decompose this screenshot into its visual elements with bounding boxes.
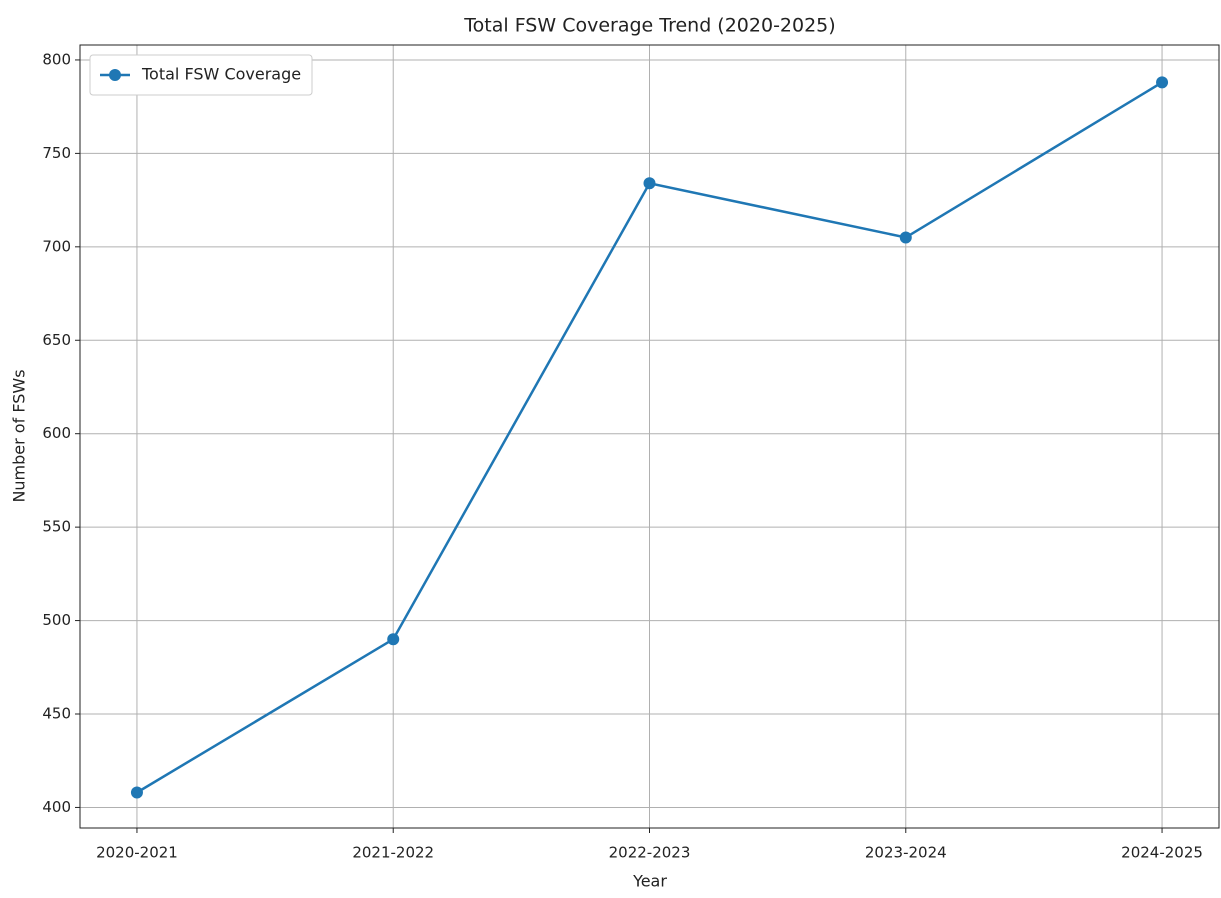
x-tick-label: 2024-2025 [1121, 844, 1203, 862]
chart-title: Total FSW Coverage Trend (2020-2025) [463, 15, 835, 37]
y-tick-label: 550 [42, 518, 71, 536]
legend-marker [109, 69, 121, 81]
y-tick-label: 700 [42, 237, 71, 255]
y-tick-label: 750 [42, 144, 71, 162]
point [387, 633, 400, 646]
x-tick-label: 2020-2021 [96, 844, 178, 862]
legend-box [89, 54, 313, 96]
x-tick-label: 2022-2023 [609, 844, 691, 862]
y-axis-label: Number of FSWs [10, 369, 29, 502]
y-tick-label: 400 [42, 798, 71, 816]
y-tick-label: 650 [42, 331, 71, 349]
y-tick-label: 450 [42, 705, 71, 723]
plot-frame [79, 44, 1220, 829]
point [899, 231, 912, 244]
legend: Total FSW Coverage [89, 54, 313, 96]
y-tick-label: 600 [42, 424, 71, 442]
x-tick-label: 2023-2024 [865, 844, 947, 862]
y-tick-label: 500 [42, 611, 71, 629]
point [643, 177, 656, 190]
x-axis-label: Year [632, 872, 667, 891]
point [1156, 76, 1169, 89]
point [130, 786, 143, 799]
y-tick-label: 800 [42, 50, 71, 68]
legend-label: Total FSW Coverage [141, 65, 301, 84]
x-tick-label: 2021-2022 [352, 844, 434, 862]
